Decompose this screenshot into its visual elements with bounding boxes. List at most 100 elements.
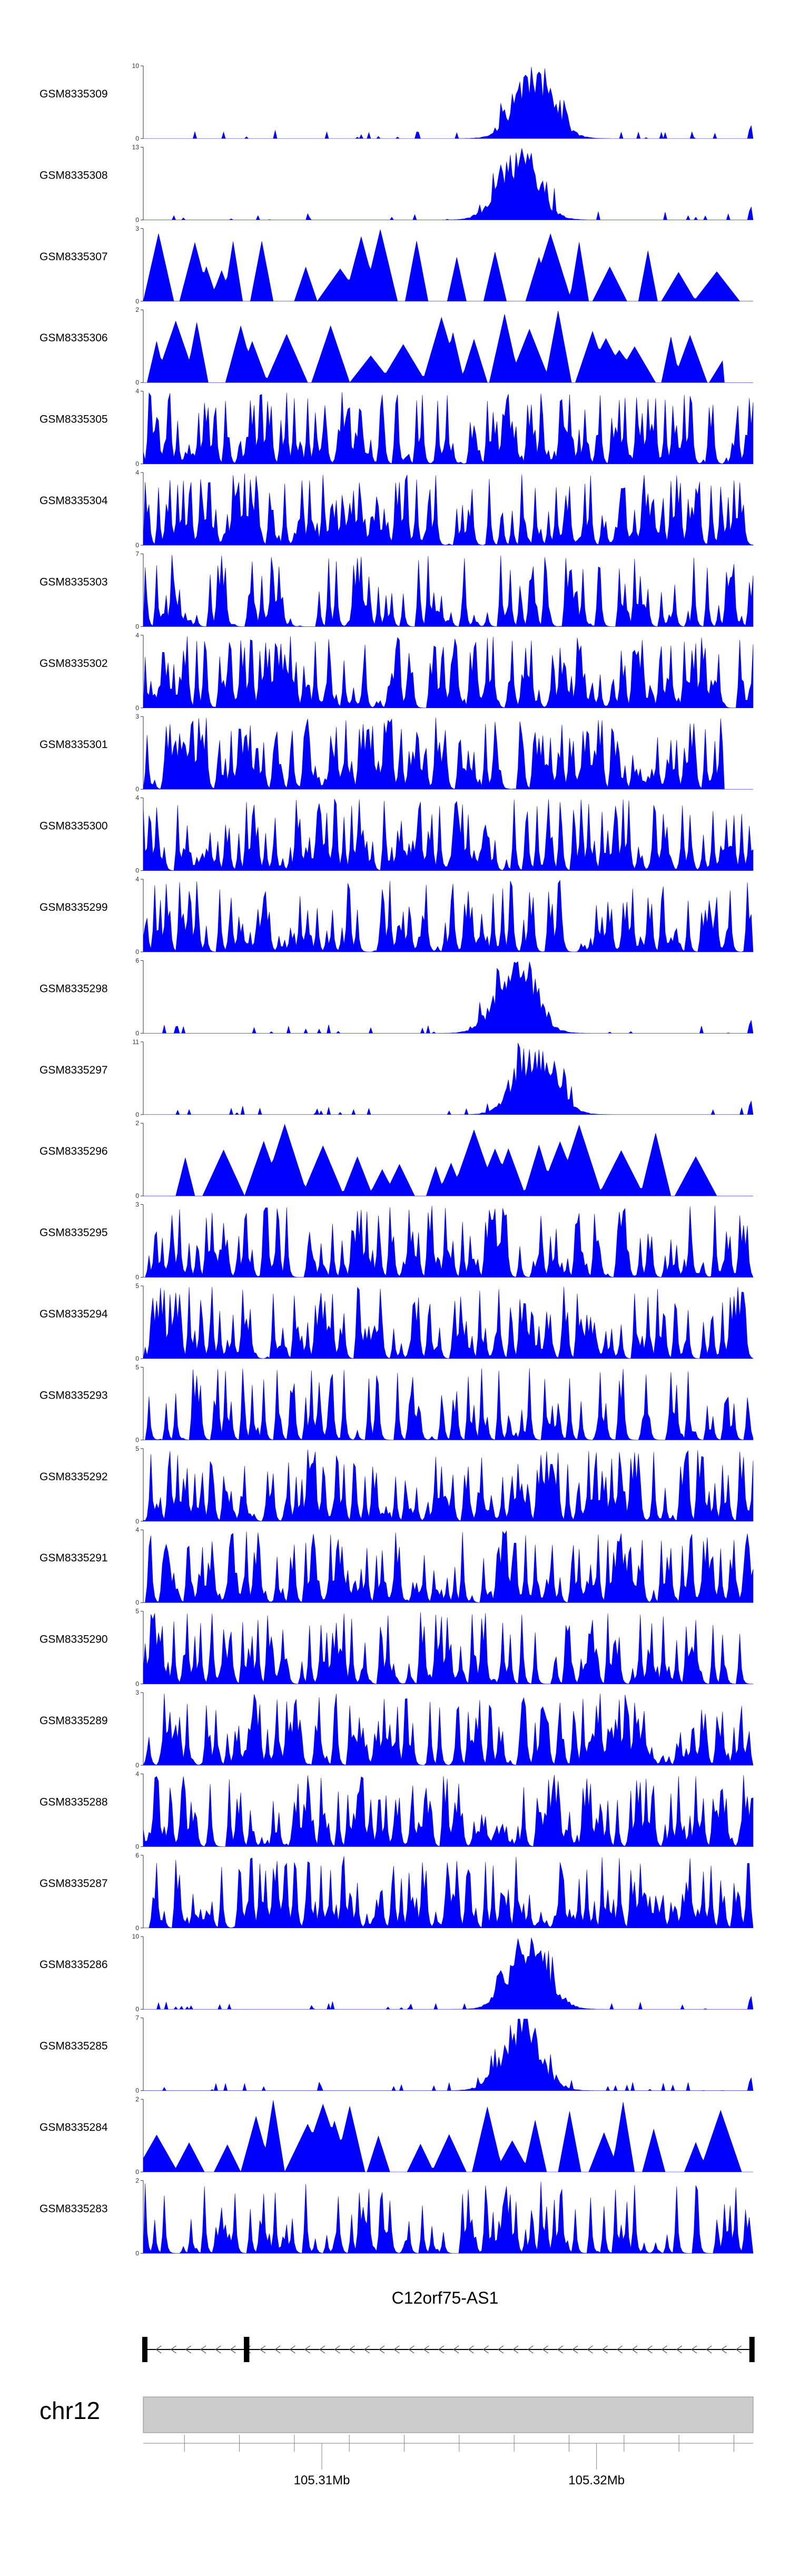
strand-arrow bbox=[601, 2345, 608, 2354]
y-tick-label-max: 5 bbox=[135, 1608, 139, 1615]
exon bbox=[244, 2337, 250, 2362]
strand-arrow bbox=[616, 2345, 623, 2354]
strand-arrow bbox=[155, 2345, 162, 2354]
coverage-area bbox=[143, 1124, 753, 1197]
y-tick-label-max: 4 bbox=[135, 876, 139, 883]
track-GSM8335307: GSM8335307 3 0 bbox=[39, 225, 753, 305]
track-GSM8335294: GSM8335294 5 0 bbox=[39, 1282, 754, 1362]
coverage-area bbox=[143, 66, 754, 140]
coverage-area bbox=[143, 555, 754, 627]
track-GSM8335308: GSM8335308 13 0 bbox=[39, 143, 754, 223]
strand-arrow bbox=[215, 2345, 221, 2354]
y-tick-label-min: 0 bbox=[135, 623, 139, 630]
coverage-area bbox=[143, 148, 754, 220]
y-tick-label-max: 4 bbox=[135, 632, 139, 639]
track-GSM8335305: GSM8335305 4 0 bbox=[39, 388, 754, 468]
strand-arrow bbox=[482, 2345, 489, 2354]
strand-arrow bbox=[512, 2345, 519, 2354]
coverage-area bbox=[143, 1693, 754, 1766]
ideogram-track: chr12 105.31Mb 105.32Mb bbox=[39, 2396, 754, 2487]
track-GSM8335300: GSM8335300 4 0 bbox=[39, 794, 754, 874]
coverage-area bbox=[143, 229, 753, 302]
track-GSM8335283: GSM8335283 2 0 bbox=[39, 2177, 754, 2257]
track-label: GSM8335294 bbox=[39, 1308, 108, 1320]
y-tick-label-max: 10 bbox=[132, 1933, 140, 1940]
track-label: GSM8335299 bbox=[39, 901, 108, 913]
track-GSM8335288: GSM8335288 4 0 bbox=[39, 1770, 754, 1850]
y-tick-label-min: 0 bbox=[135, 2087, 139, 2095]
track-label: GSM8335287 bbox=[39, 1877, 108, 1890]
strand-arrow bbox=[289, 2345, 295, 2354]
strand-arrow bbox=[438, 2345, 445, 2354]
y-tick-label-max: 4 bbox=[135, 1526, 139, 1533]
track-GSM8335309: GSM8335309 10 0 bbox=[39, 62, 754, 142]
track-label: GSM8335289 bbox=[39, 1715, 108, 1727]
y-tick-label-max: 7 bbox=[135, 2014, 139, 2022]
track-label: GSM8335301 bbox=[39, 739, 108, 751]
y-tick-label-max: 3 bbox=[135, 713, 139, 720]
strand-arrow bbox=[408, 2345, 414, 2354]
coverage-area bbox=[143, 1856, 754, 1929]
y-tick-label-min: 0 bbox=[135, 1599, 139, 1606]
track-GSM8335303: GSM8335303 7 0 bbox=[39, 550, 754, 630]
track-GSM8335291: GSM8335291 4 0 bbox=[39, 1526, 754, 1606]
y-tick-label-min: 0 bbox=[135, 1924, 139, 1932]
track-GSM8335285: GSM8335285 7 0 bbox=[39, 2014, 754, 2095]
strand-arrow bbox=[542, 2345, 548, 2354]
gene-exons bbox=[142, 2337, 755, 2362]
strand-arrow bbox=[230, 2345, 236, 2354]
strand-arrow bbox=[363, 2345, 370, 2354]
track-label: GSM8335283 bbox=[39, 2203, 108, 2215]
y-tick-label-min: 0 bbox=[135, 1355, 139, 1362]
track-label: GSM8335297 bbox=[39, 1064, 108, 1076]
track-label: GSM8335298 bbox=[39, 982, 108, 995]
track-GSM8335297: GSM8335297 11 0 bbox=[39, 1038, 754, 1118]
y-tick-label-max: 5 bbox=[135, 1282, 139, 1290]
y-tick-label-min: 0 bbox=[135, 298, 139, 305]
strand-arrow bbox=[185, 2345, 192, 2354]
y-tick-label-min: 0 bbox=[135, 135, 139, 142]
genomic-axis: 105.31Mb 105.32Mb bbox=[143, 2435, 753, 2487]
strand-arrow bbox=[631, 2345, 638, 2354]
coverage-area bbox=[143, 1530, 754, 1603]
strand-arrow bbox=[378, 2345, 385, 2354]
strand-arrow bbox=[393, 2345, 400, 2354]
track-GSM8335299: GSM8335299 4 0 bbox=[39, 876, 754, 956]
track-label: GSM8335307 bbox=[39, 251, 108, 263]
y-tick-label-max: 11 bbox=[133, 1038, 140, 1046]
strand-arrow bbox=[690, 2345, 697, 2354]
strand-arrow bbox=[452, 2345, 459, 2354]
track-label: GSM8335288 bbox=[39, 1796, 108, 1808]
strand-arrow bbox=[468, 2345, 474, 2354]
y-tick-label-min: 0 bbox=[135, 704, 139, 712]
track-GSM8335290: GSM8335290 5 0 bbox=[39, 1608, 754, 1688]
axis-tick-label: 105.31Mb bbox=[294, 2473, 350, 2487]
track-label: GSM8335295 bbox=[39, 1227, 108, 1239]
y-tick-label-max: 4 bbox=[135, 1770, 139, 1777]
y-tick-label-min: 0 bbox=[135, 1274, 139, 1281]
track-label: GSM8335304 bbox=[39, 495, 108, 507]
y-tick-label-max: 6 bbox=[135, 1852, 139, 1859]
track-GSM8335298: GSM8335298 6 0 bbox=[39, 957, 754, 1037]
track-GSM8335293: GSM8335293 5 0 bbox=[39, 1363, 754, 1443]
track-GSM8335295: GSM8335295 3 0 bbox=[39, 1201, 754, 1281]
track-label: GSM8335305 bbox=[39, 414, 108, 426]
y-tick-label-max: 3 bbox=[135, 1201, 139, 1208]
strand-arrow bbox=[587, 2345, 593, 2354]
y-tick-label-max: 2 bbox=[135, 306, 139, 313]
strand-arrow bbox=[706, 2345, 712, 2354]
track-label: GSM8335290 bbox=[39, 1634, 108, 1646]
coverage-area bbox=[143, 392, 754, 464]
track-label: GSM8335291 bbox=[39, 1552, 108, 1564]
strand-arrow bbox=[274, 2345, 281, 2354]
y-tick-label-min: 0 bbox=[135, 542, 139, 549]
strand-arrow bbox=[423, 2345, 430, 2354]
track-label: GSM8335303 bbox=[39, 576, 108, 588]
track-label: GSM8335302 bbox=[39, 657, 108, 670]
coverage-area bbox=[143, 636, 754, 709]
y-tick-label-max: 2 bbox=[135, 1119, 139, 1127]
coverage-area bbox=[143, 2181, 754, 2254]
y-tick-label-max: 4 bbox=[135, 794, 139, 802]
track-label: GSM8335292 bbox=[39, 1471, 108, 1483]
